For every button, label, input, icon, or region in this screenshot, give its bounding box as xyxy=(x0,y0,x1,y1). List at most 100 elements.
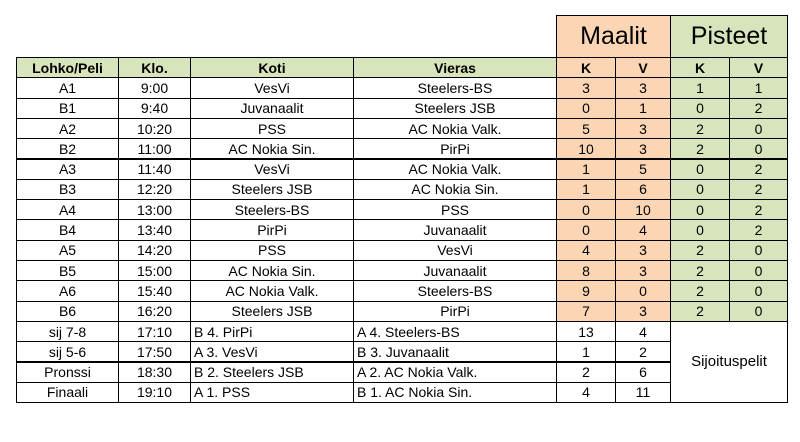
points-away: 2 xyxy=(729,219,788,241)
goals-away: 4 xyxy=(615,219,671,241)
goals-away: 3 xyxy=(615,239,671,261)
placement-goals-away: 4 xyxy=(615,320,671,343)
goals-away: 3 xyxy=(615,260,671,282)
game-time: 12:20 xyxy=(118,178,191,201)
home-team: AC Nokia Sin. xyxy=(190,260,354,282)
home-team: PSS xyxy=(190,117,354,140)
points-home: 2 xyxy=(670,117,730,140)
placement-goals-home: 2 xyxy=(556,361,616,383)
away-team: Juvanaalit xyxy=(353,260,557,282)
goals-away: 5 xyxy=(615,158,671,180)
goals-away: 1 xyxy=(615,97,671,119)
away-team: PSS xyxy=(353,199,557,221)
column-header-group-game: Lohko/Peli xyxy=(16,57,119,79)
placement-home-team: A 3. VesVi xyxy=(190,341,354,363)
goals-away: 3 xyxy=(615,117,671,140)
points-away: 0 xyxy=(729,117,788,140)
placement-goals-home: 4 xyxy=(556,381,616,404)
away-team: Juvanaalit xyxy=(353,219,557,241)
placement-game-id: sij 7-8 xyxy=(16,320,119,343)
away-team: VesVi xyxy=(353,239,557,261)
game-id: B3 xyxy=(16,178,119,201)
placement-home-team: B 2. Steelers JSB xyxy=(190,361,354,383)
column-header-home: Koti xyxy=(190,57,354,79)
points-home: 0 xyxy=(670,178,730,201)
away-team: AC Nokia Sin. xyxy=(353,178,557,201)
goals-home: 9 xyxy=(556,280,616,302)
placement-games-label: Sijoituspelit xyxy=(670,320,788,404)
placement-goals-home: 1 xyxy=(556,341,616,363)
home-team: VesVi xyxy=(190,158,354,180)
game-id: B2 xyxy=(16,138,119,160)
placement-away-team: B 3. Juvanaalit xyxy=(353,341,557,363)
game-time: 11:00 xyxy=(118,138,191,160)
points-away: 2 xyxy=(729,158,788,180)
goals-away: 0 xyxy=(615,280,671,302)
game-id: A6 xyxy=(16,280,119,302)
goals-home: 3 xyxy=(556,77,616,99)
goals-home: 8 xyxy=(556,260,616,282)
points-home: 0 xyxy=(670,219,730,241)
game-time: 11:40 xyxy=(118,158,191,180)
points-home: 2 xyxy=(670,280,730,302)
away-team: AC Nokia Valk. xyxy=(353,158,557,180)
points-away: 0 xyxy=(729,138,788,160)
column-header-points-away: V xyxy=(729,57,788,79)
points-home: 0 xyxy=(670,97,730,119)
column-header-time: Klo. xyxy=(118,57,191,79)
points-home: 2 xyxy=(670,300,730,322)
game-time: 15:00 xyxy=(118,260,191,282)
points-away: 2 xyxy=(729,178,788,201)
game-id: A4 xyxy=(16,199,119,221)
placement-goals-away: 2 xyxy=(615,341,671,363)
placement-game-time: 18:30 xyxy=(118,361,191,383)
column-header-points-home: K xyxy=(670,57,730,79)
game-time: 9:40 xyxy=(118,97,191,119)
goals-away: 3 xyxy=(615,300,671,322)
goals-home: 0 xyxy=(556,219,616,241)
points-away: 0 xyxy=(729,280,788,302)
game-id: A5 xyxy=(16,239,119,261)
game-time: 10:20 xyxy=(118,117,191,140)
goals-home: 5 xyxy=(556,117,616,140)
home-team: PirPi xyxy=(190,219,354,241)
placement-game-id: Pronssi xyxy=(16,361,119,383)
away-team: Steelers-BS xyxy=(353,77,557,99)
column-header-goals-home: K xyxy=(556,57,616,79)
goals-away: 3 xyxy=(615,77,671,99)
home-team: AC Nokia Valk. xyxy=(190,280,354,302)
goals-home: 4 xyxy=(556,239,616,261)
placement-away-team: B 1. AC Nokia Sin. xyxy=(353,381,557,404)
goals-home: 0 xyxy=(556,199,616,221)
home-team: PSS xyxy=(190,239,354,261)
points-home: 2 xyxy=(670,260,730,282)
goals-home: 7 xyxy=(556,300,616,322)
game-time: 13:40 xyxy=(118,219,191,241)
goals-away: 6 xyxy=(615,178,671,201)
placement-away-team: A 4. Steelers-BS xyxy=(353,320,557,343)
placement-game-time: 17:10 xyxy=(118,320,191,343)
points-home: 2 xyxy=(670,138,730,160)
placement-away-team: A 2. AC Nokia Valk. xyxy=(353,361,557,383)
goals-home: 10 xyxy=(556,138,616,160)
away-team: Steelers-BS xyxy=(353,280,557,302)
placement-home-team: A 1. PSS xyxy=(190,381,354,404)
home-team: VesVi xyxy=(190,77,354,99)
placement-goals-home: 13 xyxy=(556,320,616,343)
points-away: 0 xyxy=(729,239,788,261)
away-team: Steelers JSB xyxy=(353,97,557,119)
points-home: 2 xyxy=(670,239,730,261)
game-id: B5 xyxy=(16,260,119,282)
placement-goals-away: 6 xyxy=(615,361,671,383)
placement-game-time: 19:10 xyxy=(118,381,191,404)
game-id: A3 xyxy=(16,158,119,180)
column-header-away: Vieras xyxy=(353,57,557,79)
game-id: B1 xyxy=(16,97,119,119)
game-time: 14:20 xyxy=(118,239,191,261)
placement-home-team: B 4. PirPi xyxy=(190,320,354,343)
points-home: 0 xyxy=(670,199,730,221)
placement-game-time: 17:50 xyxy=(118,341,191,363)
goals-away: 3 xyxy=(615,138,671,160)
goals-home: 0 xyxy=(556,97,616,119)
